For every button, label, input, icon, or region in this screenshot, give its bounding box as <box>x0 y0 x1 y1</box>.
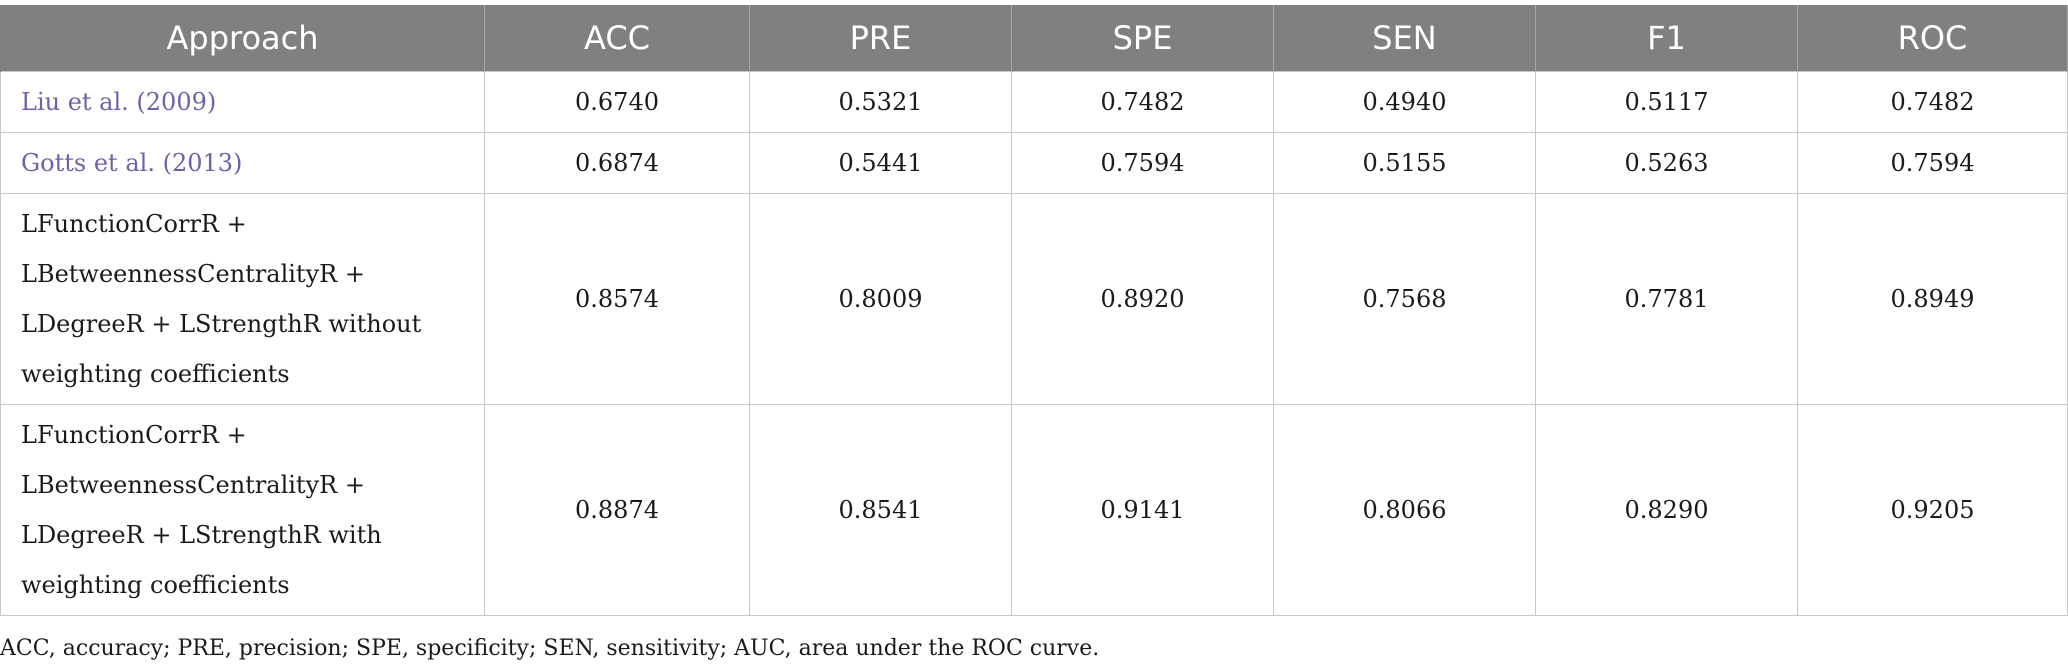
header-pre: PRE <box>749 5 1012 72</box>
header-row: Approach ACC PRE SPE SEN F1 ROC <box>0 5 2068 72</box>
cell-roc: 0.8949 <box>1797 193 2068 405</box>
header-sen: SEN <box>1273 5 1536 72</box>
table-footnote: ACC, accuracy; PRE, precision; SPE, spec… <box>0 636 1100 661</box>
approach-with-weights: LFunctionCorrR + LBetweennessCentralityR… <box>0 404 485 616</box>
cell-spe: 0.9141 <box>1011 404 1274 616</box>
cell-pre: 0.8009 <box>749 193 1012 405</box>
header-roc: ROC <box>1797 5 2068 72</box>
table-row: Gotts et al. (2013) 0.6874 0.5441 0.7594… <box>0 132 2068 194</box>
cell-spe: 0.7482 <box>1011 71 1274 133</box>
approach-line: LDegreeR + LStrengthR without <box>21 310 422 338</box>
table-body: Liu et al. (2009) 0.6740 0.5321 0.7482 0… <box>0 71 2068 616</box>
results-table-wrapper: Approach ACC PRE SPE SEN F1 ROC Liu et a… <box>0 5 2068 616</box>
cell-roc: 0.9205 <box>1797 404 2068 616</box>
cell-pre: 0.5321 <box>749 71 1012 133</box>
approach-line: LBetweennessCentralityR + <box>21 471 365 499</box>
cell-spe: 0.8920 <box>1011 193 1274 405</box>
cell-sen: 0.8066 <box>1273 404 1536 616</box>
approach-line: weighting coefficients <box>21 571 290 599</box>
cell-sen: 0.5155 <box>1273 132 1536 194</box>
cell-acc: 0.6740 <box>484 71 750 133</box>
approach-link-liu[interactable]: Liu et al. (2009) <box>0 71 485 133</box>
cell-f1: 0.7781 <box>1535 193 1798 405</box>
approach-line: LFunctionCorrR + <box>21 421 247 449</box>
header-f1: F1 <box>1535 5 1798 72</box>
approach-line: weighting coefficients <box>21 360 290 388</box>
table-row: LFunctionCorrR + LBetweennessCentralityR… <box>0 193 2068 405</box>
approach-without-weights: LFunctionCorrR + LBetweennessCentralityR… <box>0 193 485 405</box>
cell-acc: 0.8574 <box>484 193 750 405</box>
cell-spe: 0.7594 <box>1011 132 1274 194</box>
cell-sen: 0.7568 <box>1273 193 1536 405</box>
approach-line: LBetweennessCentralityR + <box>21 260 365 288</box>
table-row: LFunctionCorrR + LBetweennessCentralityR… <box>0 404 2068 616</box>
approach-line: LDegreeR + LStrengthR with <box>21 521 382 549</box>
cell-acc: 0.8874 <box>484 404 750 616</box>
cell-roc: 0.7482 <box>1797 71 2068 133</box>
cell-pre: 0.5441 <box>749 132 1012 194</box>
header-spe: SPE <box>1011 5 1274 72</box>
cell-f1: 0.5263 <box>1535 132 1798 194</box>
cell-roc: 0.7594 <box>1797 132 2068 194</box>
table-header: Approach ACC PRE SPE SEN F1 ROC <box>0 5 2068 72</box>
approach-link-gotts[interactable]: Gotts et al. (2013) <box>0 132 485 194</box>
results-table: Approach ACC PRE SPE SEN F1 ROC Liu et a… <box>0 5 2068 616</box>
cell-f1: 0.8290 <box>1535 404 1798 616</box>
cell-pre: 0.8541 <box>749 404 1012 616</box>
table-row: Liu et al. (2009) 0.6740 0.5321 0.7482 0… <box>0 71 2068 133</box>
approach-line: LFunctionCorrR + <box>21 210 247 238</box>
header-approach: Approach <box>0 5 485 72</box>
cell-acc: 0.6874 <box>484 132 750 194</box>
cell-sen: 0.4940 <box>1273 71 1536 133</box>
cell-f1: 0.5117 <box>1535 71 1798 133</box>
header-acc: ACC <box>484 5 750 72</box>
